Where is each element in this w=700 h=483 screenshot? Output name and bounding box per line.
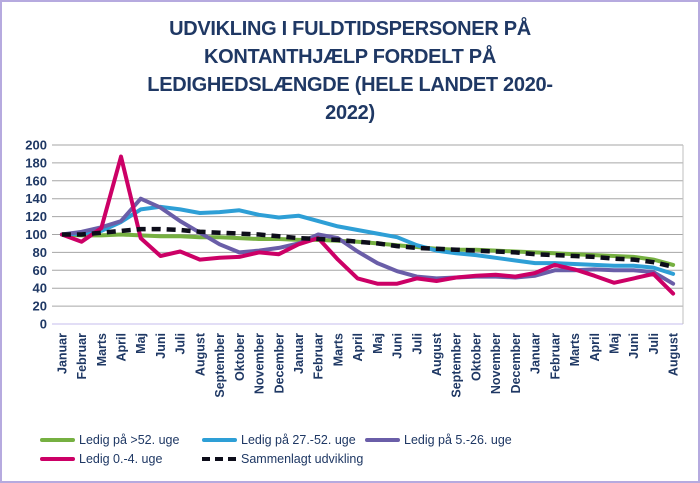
legend-swatch-ledig-over-52-uge [40,438,75,442]
x-axis-label: Juni [391,333,405,359]
x-axis-label: Marts [568,333,582,366]
x-axis-label: Juli [174,333,188,355]
legend-item-sammenlagt-udvikling: Sammenlagt udvikling [202,452,365,466]
y-axis-label: 40 [33,281,47,296]
x-axis-label: April [351,333,365,361]
x-axis-label: August [193,332,207,376]
x-axis-label: Oktober [470,333,484,381]
x-axis-label: December [509,333,523,394]
chart-title-line: KONTANTHJÆLP FORDELT PÅ [204,46,496,68]
x-axis-label: Februar [75,333,89,380]
y-axis-label: 160 [25,173,47,188]
y-axis-label: 100 [25,227,47,242]
x-axis-label: Maj [608,333,622,354]
x-axis-label: Marts [95,333,109,366]
x-axis-label: Februar [548,333,562,380]
y-axis-label: 0 [40,317,47,332]
y-axis-label: 140 [25,191,47,206]
legend-swatch-sammenlagt-udvikling [202,457,237,461]
legend-item-ledig-0-4-uge: Ledig 0.-4. uge [40,452,202,466]
chart-title-line: 2022) [325,102,375,124]
x-axis-label: November [489,333,503,394]
y-axis-label: 120 [25,209,47,224]
x-axis-label: Januar [529,333,543,374]
x-axis-label: Oktober [233,333,247,381]
series-line-ledig-27-52-uge [59,204,676,276]
x-axis-label: Marts [331,333,345,366]
x-axis-label: August [430,332,444,376]
x-axis-label: Maj [371,333,385,354]
legend-swatch-ledig-5-26-uge [365,438,400,442]
x-axis-label: December [272,333,286,394]
x-axis-label: Maj [134,333,148,354]
legend-label: Ledig 0.-4. uge [79,452,163,466]
series-line-ledig-0-4-uge [59,154,676,296]
y-axis-label: 20 [33,299,47,314]
x-axis-label: Januar [55,333,69,374]
chart-legend: Ledig på >52. uge Ledig på 27.-52. uge Led… [40,433,512,466]
legend-swatch-ledig-27-52-uge [202,438,237,442]
y-axis-label: 180 [25,155,47,170]
x-axis-label: August [667,332,681,376]
x-axis-label: Juni [154,333,168,359]
legend-item-ledig-over-52-uge: Ledig på >52. uge [40,433,202,447]
legend-item-ledig-27-52-uge: Ledig på 27.-52. uge [202,433,365,447]
x-axis-label: September [213,333,227,398]
chart-title-line: UDVIKLING I FULDTIDSPERSONER PÅ [169,18,531,40]
x-axis-label: November [253,333,267,394]
x-axis-label: Juli [410,333,424,355]
x-axis-label: April [588,333,602,361]
chart-title: UDVIKLING I FULDTIDSPERSONER PÅ KONTANTHJ… [2,15,698,127]
y-axis-label: 60 [33,263,47,278]
x-axis-label: Februar [312,333,326,380]
chart-title-line: LEDIGHEDSLÆNGDE (HELE LANDET 2020- [147,74,553,96]
legend-label: Sammenlagt udvikling [241,452,364,466]
series-line-sammenlagt-udvikling [61,226,674,269]
x-axis-label: April [115,333,129,361]
x-axis-label: September [450,333,464,398]
y-axis-label: 200 [25,138,47,153]
x-axis-label: Juli [647,333,661,355]
legend-label: Ledig på 27.-52. uge [241,433,356,447]
legend-item-ledig-5-26-uge: Ledig på 5.-26. uge [365,433,512,447]
x-axis-label: Juni [627,333,641,359]
x-axis-label: Januar [292,333,306,374]
legend-label: Ledig på 5.-26. uge [404,433,512,447]
legend-swatch-ledig-0-4-uge [40,457,75,461]
y-axis-label: 80 [33,245,47,260]
legend-label: Ledig på >52. uge [79,433,180,447]
